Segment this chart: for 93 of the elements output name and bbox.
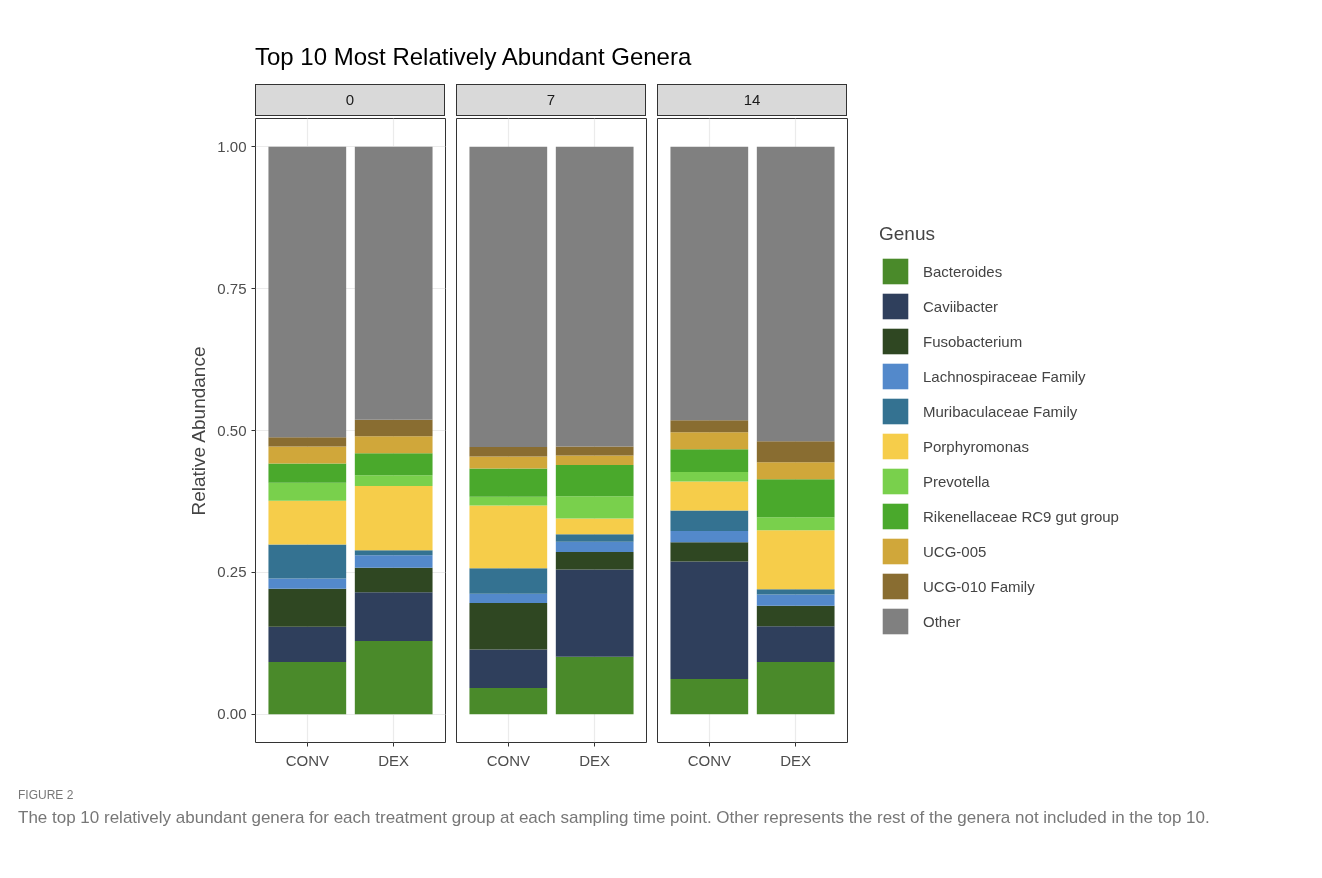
bar (555, 455, 634, 466)
bar (555, 465, 634, 497)
bar (756, 146, 835, 442)
bar (555, 496, 634, 519)
chart-title: Top 10 Most Relatively Abundant Genera (254, 42, 692, 72)
x-tick-label: DEX (780, 751, 812, 769)
legend-label: UCG-010 Family (923, 577, 1035, 595)
bar (354, 555, 433, 568)
legend-label: Muribaculaceae Family (923, 402, 1078, 420)
bar (268, 588, 347, 627)
x-tick-label: DEX (579, 751, 611, 769)
bar (555, 534, 634, 542)
bar (354, 146, 433, 420)
bar (469, 568, 548, 594)
bar (354, 419, 433, 437)
bar (555, 551, 634, 570)
bar (756, 661, 835, 715)
bar (354, 592, 433, 641)
bar (555, 518, 634, 535)
bar (756, 605, 835, 627)
bar (555, 656, 634, 715)
x-tick-label: CONV (486, 751, 530, 769)
bar (268, 578, 347, 589)
bar (268, 544, 347, 579)
legend-label: Prevotella (923, 472, 990, 490)
bar (354, 453, 433, 476)
bar (469, 456, 548, 469)
bar (555, 569, 634, 657)
x-tick-label: CONV (687, 751, 731, 769)
bar (469, 446, 548, 457)
bar (756, 462, 835, 480)
x-tick-label: DEX (378, 751, 410, 769)
legend-label: Rikenellaceae RC9 gut group (923, 507, 1119, 525)
bar (469, 602, 548, 650)
caption: FIGURE 2 (18, 788, 75, 802)
bar (469, 688, 548, 715)
legend-label: Bacteroides (923, 262, 1003, 280)
y-tick-label: 0.00 (217, 705, 247, 723)
legend-label: Fusobacterium (923, 332, 1023, 350)
bar (670, 471, 749, 482)
bar (670, 420, 749, 433)
x-tick-label: CONV (285, 751, 329, 769)
bar (756, 530, 835, 590)
bar (469, 146, 548, 447)
bar (354, 436, 433, 454)
bar (268, 500, 347, 545)
text: The top 10 relatively abundant genera for each treatment group at each sampling time point. Other represents the rest of the genera not included in the top 10. (18, 807, 1211, 829)
legend-label: Porphyromonas (923, 437, 1029, 455)
bar (756, 626, 835, 662)
legend-title: Genus (879, 223, 936, 245)
bar (469, 505, 548, 569)
bar (670, 678, 749, 715)
y-axis-title: Relative Abundance (188, 346, 210, 516)
bar (670, 561, 749, 679)
bar (268, 463, 347, 483)
bar (469, 496, 548, 506)
bar (670, 530, 749, 543)
y-tick-label: 1.00 (217, 137, 247, 155)
bar (354, 567, 433, 593)
bar (268, 146, 347, 438)
bar (469, 593, 548, 603)
bar (555, 446, 634, 456)
bar (268, 626, 347, 662)
y-tick-label: 0.50 (217, 421, 247, 439)
bar (670, 146, 749, 421)
y-tick-label: 0.25 (217, 563, 247, 581)
bar (756, 589, 835, 595)
bar (756, 441, 835, 463)
bar (670, 542, 749, 562)
bar (354, 550, 433, 556)
legend-label: Caviibacter (923, 297, 999, 315)
bar (670, 510, 749, 531)
bar (354, 486, 433, 551)
legend-label: Lachnospiraceae Family (923, 367, 1086, 385)
bar (268, 661, 347, 715)
bar (268, 446, 347, 464)
bar (670, 432, 749, 450)
bar (555, 146, 634, 447)
bar (756, 517, 835, 531)
y-tick-label: 0.75 (217, 279, 247, 297)
bar (469, 649, 548, 689)
legend-label: Other (923, 612, 961, 630)
bar (354, 640, 433, 715)
bar (268, 437, 347, 447)
legend-label: UCG-005 (923, 542, 987, 560)
bar (555, 541, 634, 552)
bar (756, 479, 835, 518)
bar (756, 594, 835, 606)
bar (268, 482, 347, 501)
bar (670, 449, 749, 472)
bar (354, 475, 433, 487)
bar (670, 481, 749, 511)
bar (469, 468, 548, 497)
